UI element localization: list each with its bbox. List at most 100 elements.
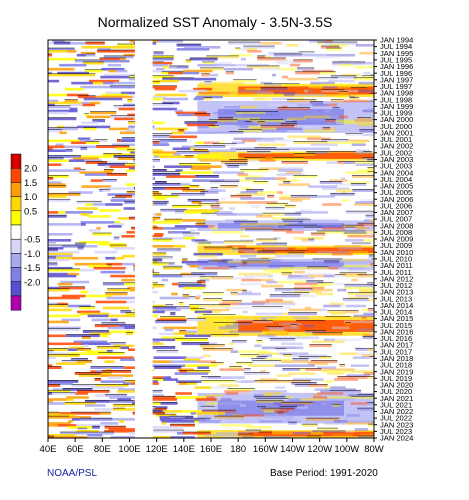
y-tick-label: JAN 2009 <box>380 235 413 244</box>
anomaly-streak <box>363 71 371 75</box>
anomaly-streak <box>245 189 264 192</box>
x-tick-label: 40E <box>40 444 57 455</box>
anomaly-streak <box>291 382 317 385</box>
anomaly-streak <box>165 187 190 190</box>
anomaly-streak <box>94 139 108 143</box>
anomaly-streak <box>48 42 54 45</box>
y-tick-label: JAN 2022 <box>380 407 413 416</box>
anomaly-streak <box>354 119 373 123</box>
anomaly-streak <box>215 396 222 399</box>
anomaly-streak <box>208 125 219 129</box>
anomaly-streak <box>48 354 80 357</box>
anomaly-streak <box>107 193 140 196</box>
anomaly-streak <box>358 328 374 332</box>
anomaly-streak <box>211 386 232 389</box>
anomaly-streak <box>224 105 241 109</box>
anomaly-streak <box>198 360 216 363</box>
anomaly-streak <box>329 44 348 47</box>
anomaly-streak <box>229 366 242 369</box>
anomaly-streak <box>210 362 224 365</box>
anomaly-streak <box>355 201 374 204</box>
anomaly-streak <box>119 57 126 61</box>
anomaly-streak <box>342 298 369 302</box>
anomaly-streak <box>178 89 207 93</box>
anomaly-streak <box>357 436 374 439</box>
anomaly-streak <box>67 272 80 276</box>
anomaly-streak <box>288 372 316 375</box>
anomaly-streak <box>48 247 64 250</box>
anomaly-streak <box>326 372 344 375</box>
anomaly-streak <box>138 436 171 439</box>
anomaly-streak <box>257 57 286 61</box>
anomaly-streak <box>218 402 243 405</box>
anomaly-streak <box>80 221 115 224</box>
anomaly-streak <box>367 107 374 111</box>
anomaly-streak <box>148 304 166 308</box>
anomaly-streak <box>261 284 284 288</box>
anomaly-streak <box>239 404 246 407</box>
anomaly-streak <box>292 432 311 435</box>
anomaly-streak <box>237 89 269 93</box>
anomaly-streak <box>322 370 352 373</box>
anomaly-streak <box>183 211 215 214</box>
anomaly-streak <box>48 101 82 105</box>
anomaly-streak <box>57 424 77 427</box>
anomaly-streak <box>81 46 109 49</box>
y-tick-label: JUL 1994 <box>380 42 412 51</box>
anomaly-streak <box>48 268 81 272</box>
anomaly-streak <box>229 159 248 162</box>
anomaly-streak <box>288 422 297 425</box>
anomaly-streak <box>367 282 374 286</box>
anomaly-streak <box>85 294 114 298</box>
anomaly-streak <box>320 46 340 49</box>
anomaly-streak <box>115 256 125 260</box>
anomaly-streak <box>190 185 200 188</box>
anomaly-streak <box>281 161 308 164</box>
anomaly-streak <box>261 390 287 393</box>
anomaly-streak <box>87 434 103 437</box>
anomaly-streak <box>341 191 347 194</box>
anomaly-streak <box>239 179 257 182</box>
y-tick-label: JAN 2010 <box>380 248 413 257</box>
anomaly-streak <box>223 109 254 113</box>
anomaly-streak <box>152 342 164 346</box>
anomaly-streak <box>48 53 52 57</box>
anomaly-streak <box>48 139 80 143</box>
anomaly-streak <box>186 382 197 385</box>
anomaly-streak <box>48 159 69 162</box>
anomaly-streak <box>291 354 322 357</box>
anomaly-streak <box>72 157 99 160</box>
anomaly-streak <box>104 165 110 168</box>
anomaly-streak <box>190 229 196 232</box>
anomaly-streak <box>203 247 233 250</box>
anomaly-streak <box>257 143 287 147</box>
anomaly-streak <box>97 48 111 51</box>
anomaly-streak <box>272 432 293 435</box>
anomaly-streak <box>372 111 374 115</box>
anomaly-streak <box>176 151 210 154</box>
anomaly-streak <box>277 107 311 111</box>
anomaly-streak <box>344 161 356 164</box>
anomaly-streak <box>186 318 206 322</box>
anomaly-streak <box>252 360 281 363</box>
anomaly-streak <box>246 48 257 51</box>
anomaly-streak <box>259 225 274 228</box>
anomaly-streak <box>304 306 312 310</box>
anomaly-streak <box>186 135 197 139</box>
anomaly-streak <box>117 356 134 359</box>
x-tick-label: 140W <box>280 444 305 455</box>
anomaly-streak <box>345 211 374 214</box>
colorbar-label: -1.5 <box>24 263 40 274</box>
anomaly-streak <box>90 179 103 182</box>
y-tick-label: JUL 2015 <box>380 321 412 330</box>
anomaly-streak <box>369 99 374 103</box>
anomaly-streak <box>257 221 278 224</box>
anomaly-streak <box>337 247 362 250</box>
anomaly-streak <box>110 199 138 202</box>
anomaly-streak <box>254 248 263 252</box>
anomaly-streak <box>273 53 303 57</box>
anomaly-streak <box>120 346 130 350</box>
anomaly-streak <box>66 93 89 97</box>
anomaly-streak <box>327 141 344 145</box>
anomaly-streak <box>114 221 121 224</box>
